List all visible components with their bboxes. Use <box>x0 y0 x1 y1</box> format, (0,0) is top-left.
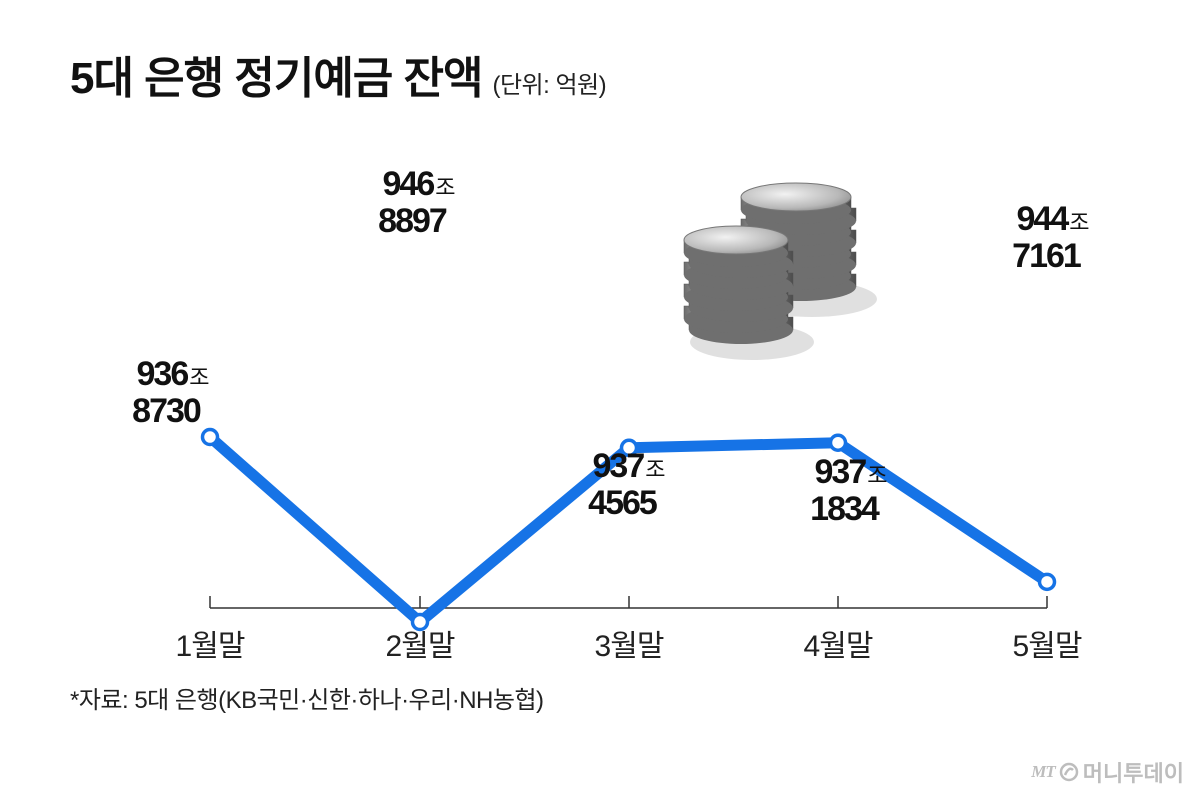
data-label-unit: 조 <box>645 457 665 482</box>
data-point <box>410 612 430 632</box>
data-label-unit: 조 <box>189 365 209 390</box>
x-tick-label: 5월말 <box>1013 630 1082 663</box>
data-label-major: 946조 <box>383 165 456 203</box>
x-axis: 1월말 2월말 3월말 4월말 5월말 <box>176 596 1083 663</box>
series-line-group <box>200 427 1057 632</box>
x-tick-label: 4월말 <box>804 630 873 663</box>
data-label-major: 937조 <box>815 453 888 491</box>
data-label-minor: 8730 <box>132 392 201 430</box>
x-tick-label: 3월말 <box>595 630 664 663</box>
data-point <box>828 433 848 452</box>
data-point <box>619 438 639 458</box>
data-point <box>200 427 220 447</box>
brand-mark: MT <box>1031 762 1055 781</box>
data-point <box>1037 572 1057 592</box>
data-label-major: 944조 <box>1017 200 1090 238</box>
data-label-minor: 8897 <box>378 202 447 240</box>
unit-note: (단위: 억원) <box>492 72 607 99</box>
chart-header: 5대 은행 정기예금 잔액 (단위: 억원) <box>70 42 607 106</box>
x-tick-label: 2월말 <box>386 630 455 663</box>
data-label-minor: 7161 <box>1012 237 1081 275</box>
data-label-major: 936조 <box>137 355 210 393</box>
brand-logo: MT 머니투데이 <box>1031 756 1184 788</box>
x-tick-label: 1월말 <box>176 630 245 663</box>
coin-stacks-illustration <box>683 182 877 360</box>
data-label-unit: 조 <box>435 175 455 200</box>
data-label-minor: 4565 <box>588 484 657 522</box>
money-swirl-icon <box>1059 762 1079 782</box>
brand-name: 머니투데이 <box>1082 761 1184 786</box>
data-label-unit: 조 <box>867 463 887 488</box>
coin-stack <box>683 225 814 360</box>
data-label-major: 937조 <box>593 447 666 485</box>
chart-title: 5대 은행 정기예금 잔액 <box>70 54 483 103</box>
data-label-minor: 1834 <box>810 490 880 528</box>
data-label-unit: 조 <box>1069 210 1089 235</box>
source-footnote: *자료: 5대 은행(KB국민·신한·하나·우리·NH농협) <box>70 687 544 714</box>
